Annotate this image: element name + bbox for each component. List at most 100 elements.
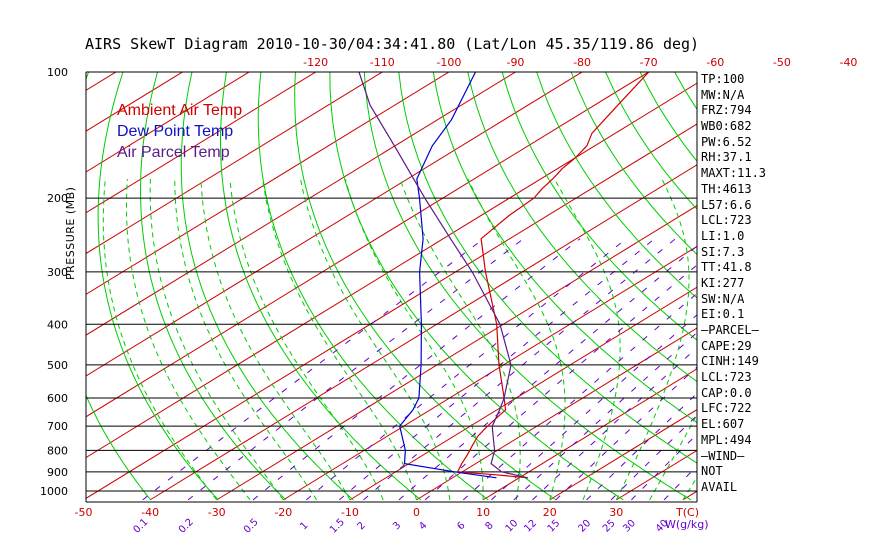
index-row: AVAIL [701, 479, 738, 494]
parcel-temp-line [358, 72, 528, 479]
index-row: CINH:149 [701, 354, 759, 369]
mixing-ratio-lines [142, 238, 697, 501]
top-temp-tick-label: -60 [706, 56, 724, 69]
index-row: LI:1.0 [701, 228, 745, 243]
dry-adiabat-line [86, 72, 152, 501]
isotherm-line [283, 245, 697, 501]
mixing-ratio-line [424, 264, 697, 501]
sounding-series [358, 72, 650, 479]
top-temp-tick-label: -50 [773, 56, 791, 69]
pressure-tick-label: 600 [47, 392, 68, 405]
bottom-temp-tick-label: -30 [208, 506, 226, 519]
legend-label-dewpoint: Dew Point Temp [117, 123, 234, 140]
isotherm-line [149, 164, 697, 501]
mixing-ratio-tick-label: 20 [576, 518, 593, 535]
index-row: SW:N/A [701, 291, 745, 306]
moist-adiabat-line [174, 178, 318, 501]
dry-adiabat-line [329, 72, 624, 501]
pressure-tick-label: 400 [47, 318, 68, 331]
isotherm-line [86, 72, 317, 214]
isotherm-line [86, 72, 584, 377]
pressure-tick-label: 300 [47, 266, 68, 279]
ambient-temp-line [456, 72, 650, 479]
mixing-ratio-tick-label: 10 [504, 518, 521, 535]
index-row: TT:41.8 [701, 260, 752, 275]
mixing-ratio-line [513, 331, 697, 501]
index-row: TH:4613 [701, 181, 752, 196]
mixing-ratio-tick-label: 0.1 [131, 517, 150, 536]
dry-adiabat-lines [86, 53, 870, 501]
isotherm-line [86, 72, 517, 336]
index-row: WB0:682 [701, 119, 752, 134]
index-row: EL:607 [701, 417, 745, 432]
moist-adiabat-line [467, 178, 566, 501]
dry-adiabat-line [866, 53, 870, 500]
dry-adiabat-line [398, 72, 697, 464]
isotherm-line [86, 72, 184, 132]
index-row: LFC:722 [701, 401, 752, 416]
moist-adiabat-line [229, 178, 384, 501]
isotherm-line [416, 327, 697, 501]
mixing-ratio-tick-label: 12 [522, 518, 539, 535]
pressure-tick-label: 100 [47, 66, 68, 79]
moist-adiabat-lines [102, 178, 697, 501]
dry-adiabat-line [536, 72, 697, 299]
mixing-ratio-tick-label: 30 [621, 518, 638, 535]
top-temp-tick-label: -100 [436, 56, 461, 69]
temp-axis-label: T(C) [675, 506, 699, 519]
mixing-ratio-tick-label: 0.5 [242, 517, 261, 536]
pressure-tick-label: 500 [47, 359, 68, 372]
pressure-tick-label: 200 [47, 192, 68, 205]
sounding-indices-panel: TP:100 MW:N/A FRZ:794 WB0:682 PW:6.52 RH… [701, 72, 866, 496]
mixing-ratio-tick-label: 8 [483, 520, 495, 532]
mixing-ratio-tick-label: 6 [455, 520, 467, 532]
bottom-temp-tick-label: -20 [274, 506, 292, 519]
top-temp-tick-label: -90 [506, 56, 524, 69]
isotherm-line [549, 409, 697, 501]
bottom-temp-tick-label: 20 [543, 506, 557, 519]
mixing-ratio-line [398, 245, 697, 501]
dry-adiabat-line [363, 72, 692, 501]
index-row: —PARCEL— [701, 323, 759, 337]
mixing-ratio-line [610, 414, 697, 501]
moist-adiabat-line [102, 178, 218, 501]
moist-adiabat-line [399, 178, 521, 500]
y-axis-label: PRESSURE (MB) [64, 186, 77, 280]
index-row: FRZ:794 [701, 103, 752, 118]
index-row: RH:37.1 [701, 150, 752, 165]
moist-adiabat-line [344, 178, 484, 500]
index-row: —WIND— [701, 448, 745, 463]
dry-adiabat-line [180, 72, 354, 501]
mixing-ratio-line [586, 392, 697, 501]
mixing-ratio-tick-label: 0.2 [177, 517, 196, 536]
mixing-ratio-line [555, 366, 697, 501]
dry-adiabat-line [432, 72, 697, 424]
top-temp-tick-label: -80 [573, 56, 591, 69]
index-row: MPL:494 [701, 432, 752, 447]
mixing-ratio-axis-label: W(g/kg) [665, 518, 709, 531]
legend-label-parcel: Air Parcel Temp [117, 144, 230, 161]
dry-adiabat-line [294, 72, 557, 501]
dewpoint-temp-line [399, 72, 497, 479]
dry-adiabat-line [257, 72, 489, 501]
isotherm-line [86, 82, 697, 459]
index-row: KI:277 [701, 275, 745, 290]
pressure-tick-label: 1000 [40, 485, 68, 498]
top-temp-tick-label: -120 [303, 56, 328, 69]
legend-label-ambient: Ambient Air Temp [117, 102, 243, 119]
isotherm-line [86, 72, 650, 418]
isotherm-line [86, 123, 697, 499]
bottom-temp-tick-label: -50 [75, 506, 93, 519]
mixing-ratio-tick-label: 1.5 [328, 517, 347, 536]
top-temp-tick-label: -40 [839, 56, 857, 69]
dry-adiabat-line [467, 72, 697, 383]
mixing-ratio-tick-label: 4 [417, 520, 429, 532]
moist-adiabat-line [615, 178, 690, 501]
dry-adiabat-line [501, 72, 697, 341]
chart-title: AIRS SkewT Diagram 2010-10-30/04:34:41.8… [85, 35, 700, 53]
legend-item-ambient: Ambient Air Temp [117, 100, 242, 121]
index-row: MW:N/A [701, 87, 745, 102]
mixing-ratio-line [305, 238, 627, 501]
isotherm-line [482, 368, 697, 501]
